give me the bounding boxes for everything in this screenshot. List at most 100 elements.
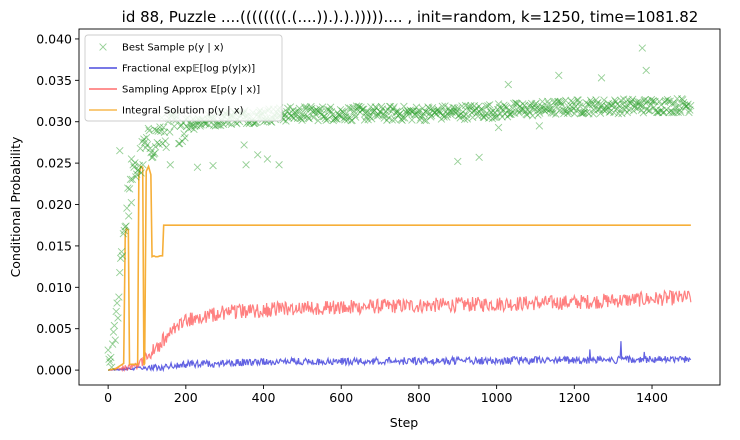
data-point bbox=[614, 109, 623, 118]
data-point bbox=[477, 105, 486, 113]
data-point bbox=[638, 44, 647, 52]
y-tick-label: 0.035 bbox=[36, 73, 72, 88]
data-point bbox=[209, 121, 218, 129]
data-point bbox=[625, 106, 633, 114]
data-point bbox=[551, 97, 559, 106]
data-point bbox=[127, 155, 136, 163]
data-point bbox=[622, 100, 631, 109]
series bbox=[108, 289, 692, 373]
data-point bbox=[647, 95, 656, 104]
data-point bbox=[461, 101, 470, 110]
y-tick-label: 0.005 bbox=[36, 321, 72, 336]
data-point bbox=[143, 141, 152, 149]
data-point bbox=[532, 99, 540, 108]
data-point bbox=[128, 175, 136, 184]
data-point bbox=[305, 114, 313, 123]
data-point bbox=[123, 204, 131, 212]
data-point bbox=[178, 137, 187, 146]
data-point bbox=[676, 106, 684, 114]
data-point bbox=[118, 252, 127, 260]
legend-frame bbox=[84, 34, 283, 122]
data-point bbox=[389, 105, 397, 113]
data-point bbox=[124, 212, 133, 220]
data-point bbox=[161, 137, 170, 145]
data-point bbox=[659, 108, 667, 117]
data-point bbox=[610, 108, 618, 117]
data-point bbox=[307, 102, 315, 111]
data-point bbox=[162, 143, 170, 152]
data-point bbox=[253, 151, 262, 159]
data-point bbox=[150, 125, 159, 134]
data-point bbox=[275, 161, 283, 169]
x-tick-label: 400 bbox=[252, 390, 276, 405]
plot-frame bbox=[78, 28, 721, 386]
y-tick-label: 0.030 bbox=[36, 114, 72, 129]
data-point bbox=[104, 346, 112, 354]
data-point bbox=[107, 353, 115, 362]
data-point bbox=[677, 108, 685, 117]
data-point bbox=[299, 110, 307, 118]
data-point bbox=[587, 98, 596, 106]
data-point bbox=[193, 163, 202, 171]
data-point bbox=[300, 103, 309, 111]
data-point bbox=[475, 153, 483, 162]
data-point bbox=[114, 314, 122, 322]
legend-label: Sampling Approx E[p(y | x)] bbox=[122, 85, 260, 96]
data-point bbox=[240, 141, 248, 149]
data-point bbox=[480, 113, 489, 122]
data-point bbox=[596, 109, 605, 117]
data-point bbox=[333, 115, 341, 123]
data-point bbox=[116, 146, 124, 155]
data-point bbox=[209, 161, 217, 170]
data-point bbox=[326, 103, 335, 111]
series bbox=[108, 341, 692, 373]
data-point bbox=[686, 101, 695, 110]
data-point bbox=[154, 127, 162, 135]
data-point bbox=[417, 114, 425, 122]
legend: Best Sample p(y | x) Fractional exp𝔼[log … bbox=[84, 34, 283, 122]
data-point bbox=[544, 97, 552, 106]
data-point bbox=[653, 108, 661, 117]
data-point bbox=[420, 116, 429, 125]
x-tick-label: 800 bbox=[407, 390, 431, 405]
series-line bbox=[108, 289, 692, 373]
data-point bbox=[111, 336, 120, 344]
data-point bbox=[321, 114, 329, 123]
data-point bbox=[359, 105, 367, 113]
data-point bbox=[535, 122, 544, 130]
legend-marker bbox=[99, 43, 107, 51]
data-point bbox=[557, 99, 565, 107]
data-point bbox=[351, 110, 359, 119]
data-point bbox=[108, 340, 117, 348]
data-point bbox=[390, 103, 398, 111]
y-tick-label: 0.015 bbox=[36, 238, 72, 253]
x-tick-label: 1400 bbox=[636, 390, 668, 405]
data-point bbox=[137, 169, 145, 177]
x-tick-label: 600 bbox=[329, 390, 353, 405]
data-point bbox=[132, 173, 140, 181]
data-point bbox=[124, 184, 132, 192]
data-point bbox=[463, 115, 472, 123]
data-point bbox=[600, 96, 608, 104]
data-point bbox=[408, 116, 416, 124]
data-point bbox=[678, 96, 687, 104]
data-point bbox=[127, 198, 136, 207]
data-point bbox=[597, 74, 606, 82]
data-point bbox=[170, 122, 178, 131]
legend-label: Best Sample p(y | x) bbox=[122, 43, 224, 54]
data-point bbox=[576, 102, 584, 110]
x-tick-label: 0 bbox=[104, 390, 112, 405]
data-point bbox=[628, 97, 636, 105]
data-point bbox=[685, 108, 693, 117]
data-point bbox=[181, 134, 189, 142]
data-point bbox=[122, 222, 130, 230]
data-point bbox=[611, 96, 619, 104]
data-point bbox=[572, 106, 581, 115]
data-point bbox=[144, 124, 153, 133]
data-point bbox=[549, 109, 557, 117]
data-point bbox=[107, 363, 116, 371]
data-point bbox=[502, 102, 510, 110]
data-point bbox=[388, 116, 396, 124]
data-point bbox=[633, 105, 641, 113]
